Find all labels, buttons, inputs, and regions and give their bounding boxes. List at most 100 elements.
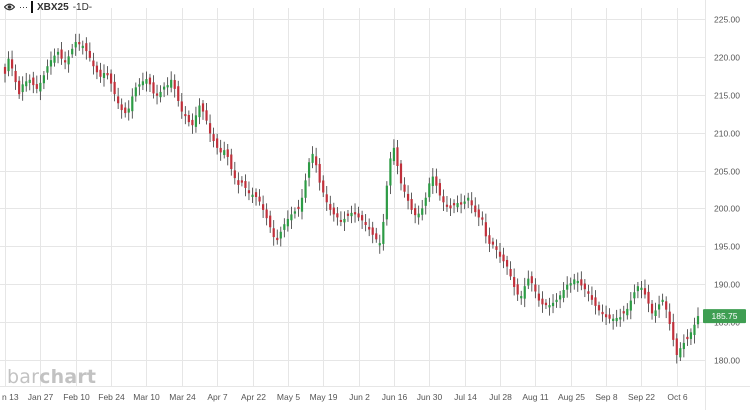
y-tick-label: 225.00 xyxy=(714,15,740,25)
symbol-label: XBX25 xyxy=(37,1,69,13)
candle xyxy=(180,93,183,119)
candle xyxy=(445,195,449,212)
candle xyxy=(10,50,14,77)
candle xyxy=(53,48,56,67)
candle xyxy=(163,82,166,98)
candle xyxy=(612,314,615,330)
x-tick-label: Oct 6 xyxy=(667,392,688,402)
last-price-badge: 185.75 xyxy=(703,309,746,324)
candle xyxy=(251,187,254,204)
candle xyxy=(134,82,137,102)
candle xyxy=(99,62,102,83)
candle xyxy=(375,227,378,243)
candle xyxy=(71,43,74,58)
candle xyxy=(583,279,586,298)
candle xyxy=(304,173,307,203)
candle xyxy=(283,218,286,238)
candle xyxy=(544,299,548,310)
candle xyxy=(640,280,643,299)
candle xyxy=(184,106,187,125)
candle xyxy=(329,195,332,216)
candle xyxy=(269,210,272,233)
candle xyxy=(219,139,222,161)
candle xyxy=(120,98,123,119)
candle xyxy=(604,305,608,326)
x-tick-label: Mar 10 xyxy=(133,392,160,402)
candle xyxy=(608,308,611,324)
candle xyxy=(414,203,417,224)
candle xyxy=(594,290,597,315)
candle xyxy=(286,210,289,232)
candle xyxy=(654,302,657,323)
candle xyxy=(127,100,130,121)
candle xyxy=(307,158,311,187)
candle xyxy=(530,271,533,292)
candle xyxy=(534,278,537,299)
candle xyxy=(477,204,480,227)
last-price-label: 185.75 xyxy=(712,311,738,321)
candle xyxy=(424,192,427,215)
candle xyxy=(502,247,505,269)
candle xyxy=(109,69,113,92)
candle xyxy=(279,226,282,247)
candle xyxy=(230,148,233,176)
candle xyxy=(194,106,198,133)
candle xyxy=(438,178,441,201)
x-tick-label: Jun 16 xyxy=(382,392,408,402)
candle xyxy=(562,282,565,303)
candle xyxy=(371,221,374,244)
candle xyxy=(555,293,558,308)
eye-icon[interactable] xyxy=(4,3,15,11)
candle xyxy=(431,168,434,194)
candle xyxy=(548,297,551,316)
x-tick-label: Jun 2 xyxy=(349,392,370,402)
candle xyxy=(396,140,399,175)
interval-label: -1D- xyxy=(72,1,93,13)
candle xyxy=(385,181,388,226)
candle xyxy=(615,309,618,327)
x-tick-label: Apr 7 xyxy=(207,392,228,402)
candle xyxy=(212,127,215,148)
candle xyxy=(92,52,95,75)
candle xyxy=(85,37,88,60)
candle xyxy=(254,188,258,206)
candle xyxy=(643,279,647,299)
candle xyxy=(113,74,116,102)
candle xyxy=(353,203,357,223)
candle xyxy=(56,48,60,64)
candle xyxy=(435,168,438,194)
candle xyxy=(343,211,346,231)
candle xyxy=(28,74,31,91)
candle xyxy=(322,175,325,198)
candle xyxy=(297,199,300,217)
dots-menu-icon[interactable]: ⋯ xyxy=(19,1,28,12)
candle xyxy=(7,51,10,77)
candle xyxy=(67,50,70,73)
candle xyxy=(78,33,81,51)
candle xyxy=(191,113,194,134)
x-tick-label: Sep 22 xyxy=(628,392,655,402)
x-tick-label: Jul 28 xyxy=(489,392,512,402)
candle xyxy=(378,234,381,254)
candle xyxy=(382,213,385,251)
candle xyxy=(442,189,445,211)
candle xyxy=(456,195,459,213)
y-tick-label: 195.00 xyxy=(714,242,740,252)
candle xyxy=(336,207,339,226)
candle xyxy=(689,328,693,346)
candle xyxy=(187,110,190,127)
candle xyxy=(505,255,509,275)
candle xyxy=(173,74,176,98)
candle xyxy=(672,313,675,347)
candle xyxy=(491,237,495,249)
candle xyxy=(102,64,106,87)
candle xyxy=(633,284,636,305)
candle xyxy=(566,276,569,298)
candle xyxy=(513,268,516,296)
candle xyxy=(587,284,590,302)
x-tick-label: May 19 xyxy=(310,392,338,402)
candle xyxy=(403,177,406,198)
x-tick-label: n 13 xyxy=(2,392,19,402)
candle xyxy=(661,293,664,306)
